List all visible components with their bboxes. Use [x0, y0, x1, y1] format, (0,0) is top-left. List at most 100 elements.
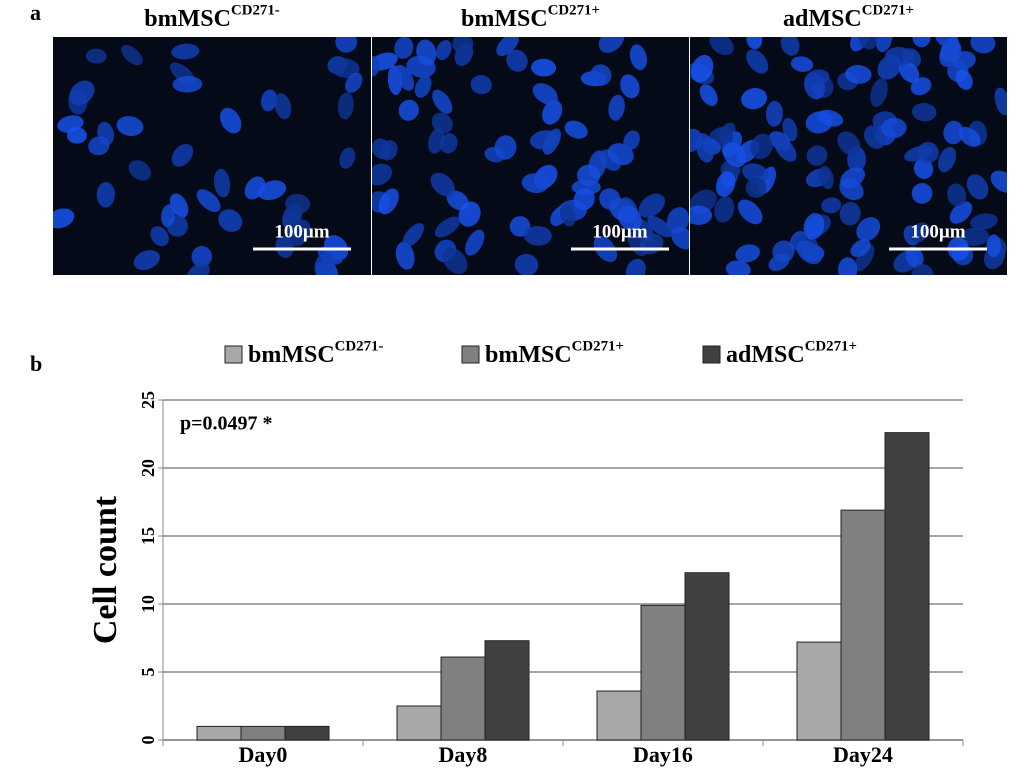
image-title: adMSCCD271+: [783, 3, 914, 31]
cell-nucleus: [623, 130, 640, 151]
cell-nucleus: [780, 37, 800, 56]
cell-nucleus: [88, 136, 110, 156]
cell-nucleus: [521, 173, 549, 194]
y-tick-label: 10: [138, 595, 158, 613]
cell-nucleus: [564, 120, 588, 139]
bar: [840, 509, 886, 741]
cell-nucleus: [372, 163, 393, 186]
cell-nucleus: [121, 44, 143, 66]
cell-nucleus: [434, 216, 461, 238]
legend-label: bmMSCCD271-: [248, 339, 383, 367]
cell-nucleus: [414, 75, 432, 98]
bar: [596, 690, 642, 741]
micrograph: [690, 37, 1007, 275]
cell-nucleus: [542, 99, 563, 125]
cell-nucleus: [431, 112, 453, 134]
cell-nucleus: [465, 229, 485, 256]
text-superscript: CD271+: [572, 339, 624, 355]
cell-nucleus: [838, 257, 858, 275]
y-axis-label: Cell count: [87, 495, 124, 644]
cell-nucleus: [958, 126, 981, 147]
bar: [684, 572, 730, 741]
text-superscript: CD271-: [231, 3, 280, 19]
cell-nucleus: [133, 250, 160, 271]
bar: [240, 725, 286, 741]
cell-nucleus: [714, 196, 735, 223]
cell-nucleus: [955, 69, 973, 90]
y-tick-label: 20: [138, 459, 158, 477]
cell-nucleus: [772, 240, 795, 263]
cell-nucleus: [839, 201, 861, 226]
cell-nucleus: [912, 37, 931, 48]
cell-nucleus: [911, 183, 933, 204]
cell-nucleus: [379, 140, 398, 161]
cell-nucleus: [959, 227, 990, 247]
cell-nucleus: [837, 131, 861, 156]
cell-nucleus: [943, 120, 964, 145]
cell-nucleus: [856, 217, 881, 242]
cell-nucleus: [690, 205, 713, 225]
cell-nucleus: [531, 58, 557, 77]
cell-nucleus: [917, 141, 939, 164]
cell-nucleus: [608, 94, 625, 121]
text-superscript: CD271-: [335, 339, 384, 355]
cell-nucleus: [806, 145, 828, 166]
cell-nucleus: [496, 37, 519, 56]
cell-nucleus: [774, 137, 797, 162]
cell-nucleus: [335, 37, 358, 53]
cell-nucleus: [529, 130, 559, 150]
cell-nucleus: [765, 100, 783, 127]
cell-nucleus: [850, 239, 871, 258]
cell-nucleus: [196, 189, 221, 212]
cell-nucleus: [806, 69, 830, 86]
cell-nucleus: [629, 44, 647, 71]
cell-nucleus: [855, 244, 875, 271]
cell-nucleus: [452, 37, 474, 55]
image-title: bmMSCCD271-: [144, 3, 279, 31]
cell-nucleus: [398, 99, 419, 121]
cell-nucleus: [506, 49, 528, 72]
bar: [396, 705, 442, 741]
legend-swatch: [702, 345, 721, 364]
cell-nucleus: [750, 133, 773, 160]
cell-nucleus: [949, 201, 973, 224]
legend-label: adMSCCD271+: [726, 339, 857, 367]
cell-nucleus: [905, 246, 924, 268]
text-superscript: CD271+: [862, 3, 914, 19]
text-superscript: CD271+: [548, 3, 600, 19]
cell-nucleus: [66, 127, 87, 144]
cell-nucleus: [821, 197, 842, 214]
cell-nucleus: [898, 61, 920, 83]
cell-nucleus: [722, 142, 747, 168]
legend-swatch: [224, 345, 243, 364]
text-main: bmMSC: [461, 6, 548, 32]
cell-nucleus: [913, 158, 934, 179]
cell-nucleus: [514, 253, 539, 275]
cell-nucleus: [990, 170, 1007, 193]
text-main: bmMSC: [485, 342, 572, 368]
text-main: bmMSC: [248, 342, 335, 368]
cell-nucleus: [96, 181, 115, 208]
cell-nucleus: [150, 226, 169, 247]
cell-nucleus: [870, 78, 888, 107]
cell-nucleus: [372, 55, 380, 77]
cell-nucleus: [128, 160, 152, 181]
cell-nucleus: [402, 223, 424, 248]
x-tick-label: Day0: [239, 742, 288, 767]
image-background: [53, 37, 371, 275]
cell-nucleus: [432, 89, 453, 114]
text-main: bmMSC: [144, 6, 231, 32]
cell-nucleus: [939, 40, 962, 67]
cell-nucleus: [598, 37, 625, 53]
cell-nucleus: [436, 40, 452, 61]
image-title: bmMSCCD271+: [461, 3, 600, 31]
cell-nucleus: [330, 58, 360, 78]
cell-nucleus: [638, 193, 665, 218]
cell-nucleus: [994, 87, 1007, 116]
cell-nucleus: [625, 258, 646, 275]
text-main: adMSC: [726, 342, 805, 368]
cell-nucleus: [116, 116, 144, 137]
cell-nucleus: [970, 37, 996, 54]
cell-nucleus: [416, 39, 437, 66]
